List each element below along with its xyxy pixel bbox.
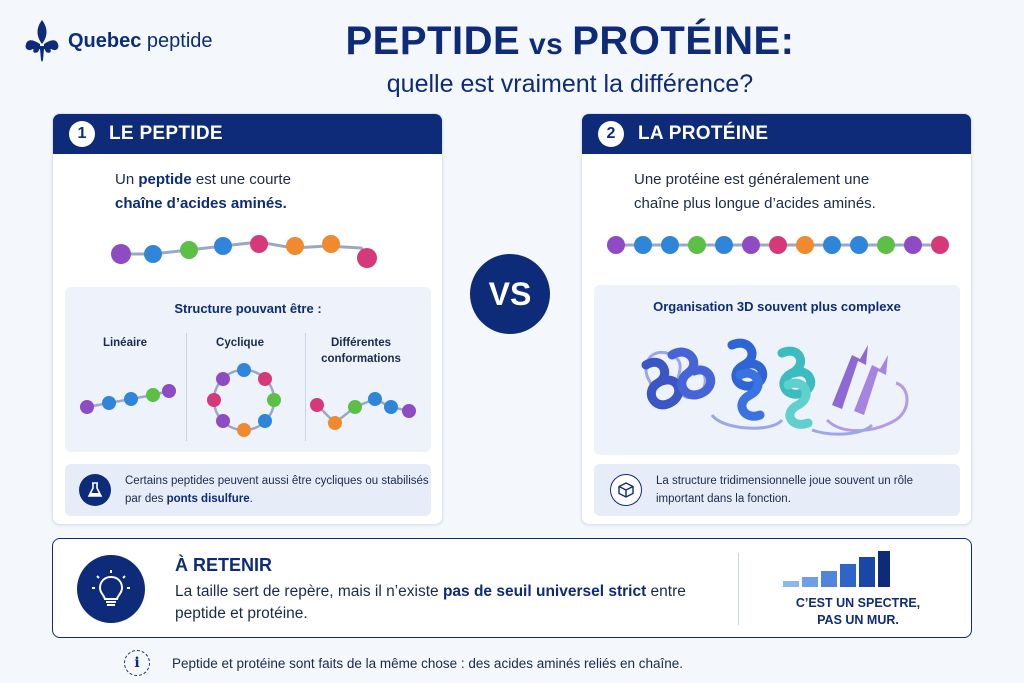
takeaway-text: La taille sert de repère, mais il n’exis… (175, 583, 686, 622)
peptide-chain-illustration (111, 235, 377, 268)
protein-card-title: LA PROTÉINE (638, 123, 769, 144)
structure-linear-label: Linéaire (102, 337, 148, 349)
key-takeaway-box: À RETENIR La taille sert de repère, mais… (52, 538, 972, 638)
protein-intro: Une protéine est généralement une chaîne… (634, 171, 876, 212)
main-title: PEPTIDE vs PROTÉINE: (345, 19, 795, 63)
footer-text: Peptide et protéine sont faits de la mêm… (172, 655, 684, 671)
section-number: 1 (69, 121, 95, 147)
takeaway-title: À RETENIR (175, 555, 273, 575)
fleur-de-lis-icon (25, 20, 59, 62)
protein-chain-illustration (607, 236, 949, 254)
linear-chain-icon (80, 384, 176, 414)
brand-logo: Quebec peptide (22, 18, 213, 64)
section-number: 2 (598, 121, 624, 147)
protein-structure-title: Organisation 3D souvent plus complexe (653, 299, 901, 314)
protein-card: 2 LA PROTÉINE Une protéine est généralem… (581, 113, 972, 525)
cyclic-chain-icon (207, 363, 281, 437)
protein-card-header: 2 LA PROTÉINE (582, 114, 971, 154)
protein-note-text: La structure tridimensionnelle joue souv… (656, 475, 913, 505)
peptide-note: Certains peptides peuvent aussi être cyc… (65, 464, 431, 516)
footer-note: i Peptide et protéine sont faits de la m… (124, 650, 683, 676)
lightbulb-icon (77, 555, 145, 623)
peptide-card: 1 LE PEPTIDE Un peptide est une courte c… (52, 113, 443, 525)
structure-cyclic-label: Cyclique (216, 337, 264, 349)
peptide-note-text: Certains peptides peuvent aussi être cyc… (125, 475, 429, 505)
structures-title: Structure pouvant être : (174, 301, 322, 316)
peptide-card-header: 1 LE PEPTIDE (53, 114, 442, 154)
peptide-intro: Un peptide est une courte chaîne d’acide… (115, 171, 291, 212)
spectrum-caption: C’EST UN SPECTRE, PAS UN MUR. (795, 596, 921, 627)
vs-badge: VS (470, 254, 550, 334)
subtitle: quelle est vraiment la différence? (386, 70, 754, 98)
protein-note: La structure tridimensionnelle joue souv… (594, 464, 960, 516)
page-title: PEPTIDE vs PROTÉINE: quelle est vraiment… (270, 18, 870, 99)
structure-conformations-label: Différentes conformations (321, 337, 401, 365)
conformations-chain-icon (310, 392, 416, 430)
spectrum-bars-icon (781, 551, 890, 587)
flask-icon (79, 474, 111, 506)
protein-structure-panel: Organisation 3D souvent plus complexe (594, 285, 960, 455)
brand-name: Quebec peptide (68, 29, 213, 52)
cube-icon (610, 474, 642, 506)
peptide-card-title: LE PEPTIDE (109, 123, 223, 144)
info-icon: i (124, 650, 150, 676)
protein-3d-structure-illustration (641, 338, 909, 436)
peptide-structures-panel: Structure pouvant être : Linéaire Cycliq… (65, 287, 431, 452)
